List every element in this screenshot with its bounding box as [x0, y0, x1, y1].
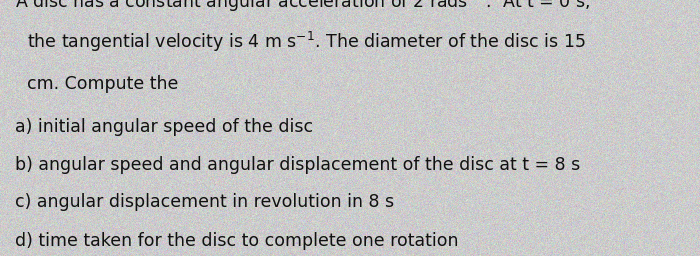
- Text: the tangential velocity is 4 m s$^{-1}$. The diameter of the disc is 15: the tangential velocity is 4 m s$^{-1}$.…: [27, 30, 585, 54]
- Text: A disc has a constant angular acceleration of 2 rads$^{-2}$.  At t = 0 s,: A disc has a constant angular accelerati…: [15, 0, 591, 14]
- Text: b) angular speed and angular displacement of the disc at t = 8 s: b) angular speed and angular displacemen…: [15, 156, 581, 174]
- Text: d) time taken for the disc to complete one rotation: d) time taken for the disc to complete o…: [15, 232, 459, 250]
- Text: c) angular displacement in revolution in 8 s: c) angular displacement in revolution in…: [15, 193, 395, 211]
- Text: cm. Compute the: cm. Compute the: [27, 76, 178, 93]
- Text: a) initial angular speed of the disc: a) initial angular speed of the disc: [15, 118, 314, 136]
